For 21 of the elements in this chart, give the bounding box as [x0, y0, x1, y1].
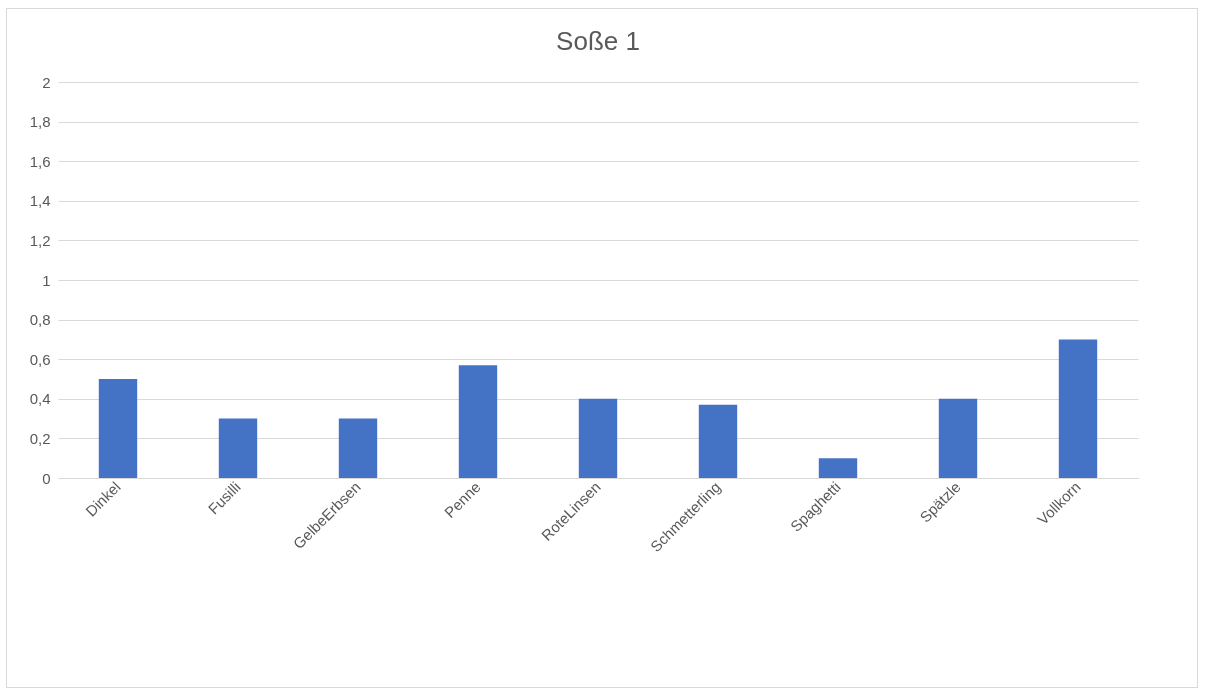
bar [1058, 339, 1098, 478]
bar [458, 365, 498, 478]
y-tick-label: 1,4 [29, 192, 51, 210]
bar [818, 458, 858, 478]
bar [698, 404, 738, 478]
bar [218, 418, 258, 478]
y-tick-label: 1,2 [29, 231, 51, 249]
bar [578, 398, 618, 478]
bar [98, 379, 138, 478]
y-tick-label: 2 [42, 73, 51, 91]
y-tick-label: 0,8 [29, 311, 51, 329]
y-tick-label: 1 [42, 271, 51, 289]
y-tick-label: 1,8 [29, 113, 51, 131]
y-tick-label: 0 [42, 469, 51, 487]
y-tick-label: 0,4 [29, 390, 51, 408]
y-tick-label: 0,6 [29, 350, 51, 368]
y-tick-label: 0,2 [29, 429, 51, 447]
bar [338, 418, 378, 478]
chart-title: Soße 1 [556, 26, 640, 56]
bar [938, 398, 978, 478]
y-tick-label: 1,6 [29, 152, 51, 170]
